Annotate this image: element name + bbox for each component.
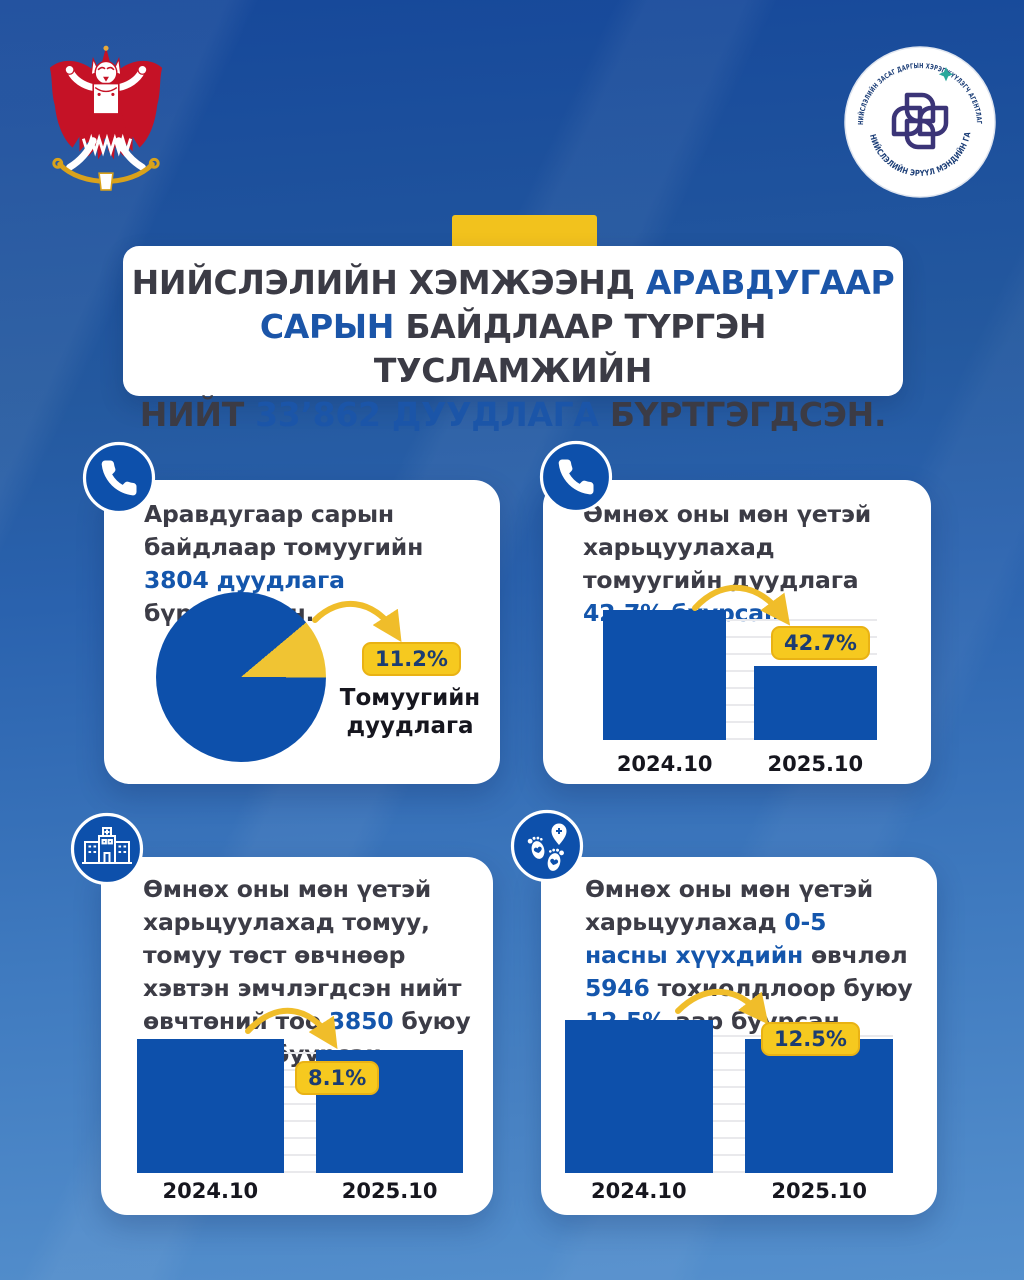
card-hospitalized: Өмнөх оны мөн үетэй харьцуулахад томуу, …: [101, 857, 493, 1215]
bar-2024: [565, 1020, 713, 1173]
curved-arrow-icon: [692, 584, 791, 626]
bar-percent-badge: 8.1%: [295, 1061, 380, 1095]
bar-2024: [603, 610, 727, 740]
curved-arrow-icon: [245, 1007, 338, 1050]
curved-arrow-icon: [312, 600, 402, 643]
curved-arrow-icon: [675, 988, 769, 1025]
hospital-icon: [70, 812, 144, 886]
pie-percent-badge: 11.2%: [362, 642, 461, 676]
baby-footprints-icon: [510, 809, 584, 883]
card-flu-comparison-text: Өмнөх оны мөн үетэй харьцуулахад томууги…: [583, 500, 871, 627]
x-axis-labels: 2024.10 2025.10: [162, 1179, 438, 1203]
card-flu-calls: Аравдугаар сарын байдлаар томуугийн 3804…: [104, 480, 500, 784]
logo-star-icon: [938, 67, 954, 82]
bar-2025: [745, 1039, 893, 1173]
phone-icon: [539, 440, 613, 514]
phone-icon: [82, 441, 156, 515]
logo-flower: [891, 95, 946, 147]
title-line-3: НИЙТ 33’862 ДУУДЛАГА БҮРТГЭГДСЭН.: [139, 395, 887, 434]
x-axis-labels: 2024.10 2025.10: [590, 1179, 868, 1203]
title-line-1: НИЙСЛЭЛИЙН ХЭМЖЭЭНД АРАВДУГААР: [131, 263, 895, 302]
bar-percent-badge: 42.7%: [771, 626, 870, 660]
bar-percent-badge: 12.5%: [761, 1022, 860, 1056]
bar-chart-hospitalized: [137, 1039, 463, 1173]
pie-chart-flu-share: [156, 592, 326, 762]
title-line-2: САРЫН БАЙДЛААР ТҮРГЭН ТУСЛАМЖИЙН: [259, 307, 767, 390]
bar-2024: [137, 1039, 284, 1173]
garuda-emblem: [49, 45, 163, 191]
card-hospitalized-text: Өмнөх оны мөн үетэй харьцуулахад томуу, …: [143, 875, 471, 1068]
card-flu-calls-comparison: Өмнөх оны мөн үетэй харьцуулахад томууги…: [543, 480, 931, 784]
health-department-round-logo: НИЙСЛЭЛИЙН ЗАСАГ ДАРГЫН ХЭРЭГЖҮҮЛЭГЧ АГЕ…: [843, 45, 996, 198]
pie-label: Томуугийн дуудлага: [339, 685, 481, 739]
card-children-illness: Өмнөх оны мөн үетэй харьцуулахад 0-5 нас…: [541, 857, 937, 1215]
x-axis-labels: 2024.10 2025.10: [616, 752, 864, 776]
title-card: НИЙСЛЭЛИЙН ХЭМЖЭЭНД АРАВДУГААР САРЫН БАЙ…: [123, 246, 903, 434]
bar-2025: [753, 665, 877, 740]
